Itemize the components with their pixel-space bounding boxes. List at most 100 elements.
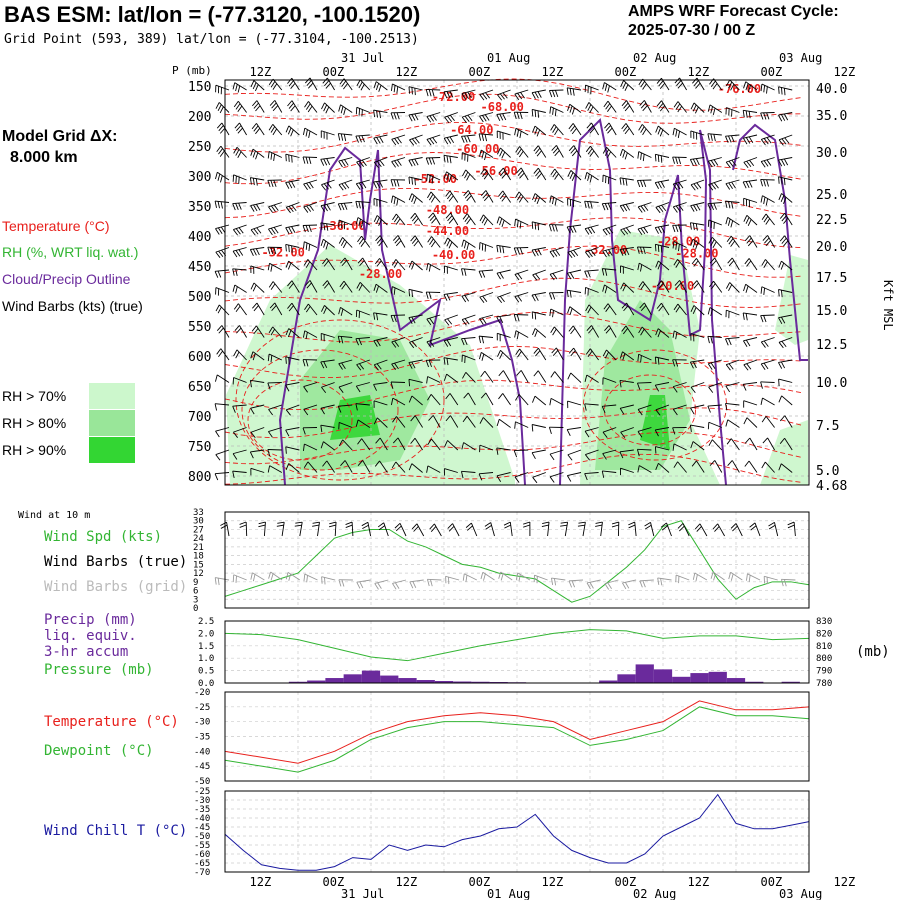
cross-section-wind-barb: [235, 149, 240, 156]
cross-section-wind-barb: [516, 332, 520, 340]
cross-section-wind-barb: [250, 282, 255, 290]
cross-section-wind-barb: [268, 353, 282, 361]
cross-section-wind-barb: [693, 102, 705, 113]
wind-barb-grid: [568, 579, 584, 582]
cross-section-wind-barb: [658, 462, 670, 473]
cross-section-wind-barb: [571, 107, 575, 115]
cross-section-wind-barb: [216, 374, 230, 383]
cross-section-wind-barb: [498, 190, 504, 197]
cross-section-wind-barb: [323, 104, 328, 112]
cross-section-wind-barb: [763, 362, 769, 370]
cross-section-wind-barb: [707, 405, 711, 413]
cross-section-wind-barb: [516, 129, 519, 137]
cross-section-wind-barb: [253, 80, 265, 91]
cross-section-wind-barb: [496, 272, 501, 280]
cross-section-wind-barb: [619, 177, 634, 181]
wind-barb-true: [600, 522, 603, 537]
cross-section-wind-barb: [414, 437, 423, 451]
cross-section-wind-barb: [444, 112, 458, 118]
cross-section-wind-barb: [287, 330, 292, 338]
cross-section-wind-barb: [639, 302, 645, 309]
cross-section-wind-barb: [303, 259, 309, 266]
cross-section-wind-barb: [444, 440, 448, 448]
cross-section-wind-barb: [730, 201, 734, 209]
wind-barb-true: [399, 523, 407, 537]
cross-section-wind-barb: [411, 215, 418, 222]
cross-section-wind-barb: [379, 460, 388, 473]
cross-section-wind-barb: [463, 190, 469, 196]
wind-barb-true: [239, 521, 247, 525]
cross-section-wind-barb: [763, 85, 766, 93]
cross-section-wind-barb: [308, 101, 318, 113]
cross-section-wind-barb: [747, 240, 754, 247]
cross-section-wind-barb: [590, 201, 593, 209]
wind-barb-grid: [695, 574, 698, 582]
cross-section-wind-barb: [216, 145, 222, 152]
cross-section-wind-barb: [337, 405, 342, 413]
cross-section-wind-barb: [376, 110, 379, 118]
cross-section-wind-barb: [761, 213, 767, 220]
wind-barb-grid: [464, 573, 478, 581]
wind-barb-grid: [427, 578, 442, 581]
cross-section-wind-barb: [499, 216, 511, 226]
cross-section-wind-barb: [761, 83, 775, 91]
cross-section-wind-barb: [658, 260, 670, 271]
cross-section-wind-barb: [288, 260, 300, 271]
cross-section-wind-barb: [411, 237, 418, 244]
cross-section-wind-barb: [619, 249, 624, 256]
cross-section-wind-barb: [778, 395, 783, 403]
pressure-label: Pressure (mb): [44, 662, 154, 678]
cross-section-wind-barb: [691, 460, 697, 467]
cross-section-wind-barb: [566, 475, 572, 482]
cross-section-wind-barb: [496, 244, 511, 248]
wind-barb-true: [699, 523, 708, 537]
cross-section-wind-barb: [554, 150, 560, 157]
cross-section-wind-barb: [498, 418, 511, 428]
p-tick-label: 300: [188, 170, 211, 185]
cross-section-wind-barb: [373, 179, 388, 183]
cross-section-wind-barb: [355, 135, 359, 143]
cross-section-wind-barb: [501, 220, 505, 228]
cross-section-wind-barb: [625, 178, 628, 186]
cross-section-wind-barb: [238, 249, 244, 256]
cross-section-wind-barb: [673, 259, 678, 266]
cross-section-wind-barb: [748, 111, 751, 119]
cross-section-wind-barb: [637, 228, 643, 236]
cross-section-wind-barb: [326, 223, 329, 231]
cross-section-wind-barb: [657, 244, 660, 252]
cross-section-wind-barb: [531, 221, 534, 229]
cross-section-wind-barb: [393, 315, 397, 323]
cross-section-wind-barb: [461, 89, 476, 95]
wind-barb-grid: [429, 579, 433, 587]
cross-section-wind-barb: [642, 105, 648, 112]
temperature-contour-label: -20.00: [651, 279, 694, 293]
cross-section-wind-barb: [427, 236, 432, 243]
cross-section-wind-barb: [760, 179, 763, 187]
cross-section-wind-barb: [725, 364, 731, 371]
cross-section-wind-barb: [590, 226, 596, 234]
cross-section-wind-barb: [661, 280, 670, 293]
cross-section-wind-barb: [534, 222, 537, 230]
top-date-label: 03 Aug: [779, 51, 822, 65]
cross-section-wind-barb: [341, 260, 347, 267]
cross-section-wind-barb: [255, 178, 258, 186]
cross-section-wind-barb: [519, 348, 529, 361]
wind-barb-grid: [624, 582, 630, 589]
cross-section-wind-barb: [625, 123, 635, 136]
cross-section-wind-barb: [591, 122, 599, 136]
cross-section-wind-barb: [748, 180, 753, 188]
pressure-tick-label: 830: [816, 617, 832, 627]
cross-section-wind-barb: [517, 148, 522, 155]
cross-section-wind-barb: [408, 362, 413, 369]
cross-section-wind-barb: [482, 115, 487, 122]
cross-section-wind-barb: [778, 378, 793, 383]
cross-section-wind-barb: [408, 359, 423, 363]
cross-section-wind-barb: [411, 316, 416, 324]
cross-section-wind-barb: [448, 195, 454, 202]
cross-section-wind-barb: [637, 354, 640, 362]
cross-section-wind-barb: [338, 359, 353, 365]
cross-section-wind-barb: [291, 226, 296, 233]
cross-section-wind-barb: [408, 289, 411, 297]
cross-section-wind-barb: [657, 127, 661, 135]
cross-section-wind-barb: [411, 262, 415, 270]
